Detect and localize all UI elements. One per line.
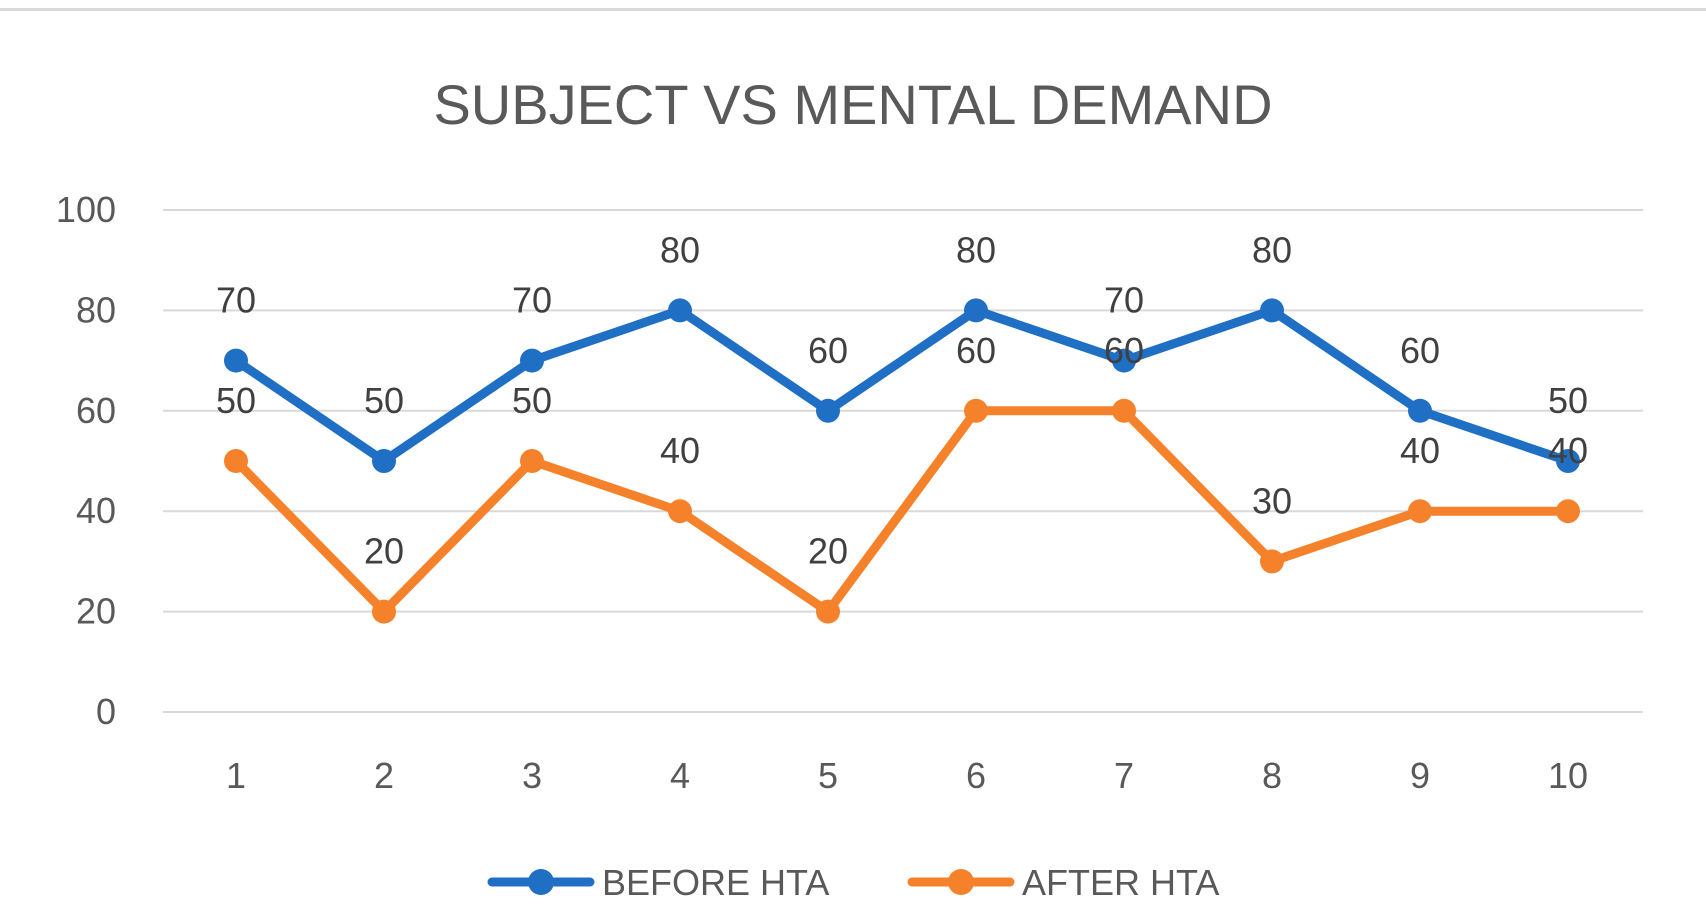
data-point [520, 449, 544, 473]
x-tick-label: 6 [966, 755, 986, 796]
data-point [1260, 549, 1284, 574]
data-label: 50 [512, 380, 552, 421]
data-label: 60 [1400, 330, 1440, 371]
data-point [964, 398, 988, 423]
data-point [1260, 298, 1284, 323]
data-label: 60 [956, 330, 996, 371]
data-labels: 70 50 70 80 60 80 70 80 60 50 50 20 50 40 20 60 60 30 40 40 [216, 229, 1588, 571]
legend-swatch-marker [528, 869, 554, 895]
legend: BEFORE HTA AFTER HTA [487, 862, 1219, 903]
data-label: 50 [364, 380, 404, 421]
x-tick-label: 3 [522, 755, 542, 796]
data-point [1408, 398, 1432, 423]
legend-label: AFTER HTA [1022, 862, 1219, 903]
x-axis-ticks: 1 2 3 4 5 6 7 8 9 10 [226, 755, 1588, 796]
y-tick-label: 60 [76, 390, 116, 431]
legend-swatch-marker [948, 869, 974, 895]
x-tick-label: 5 [818, 755, 838, 796]
data-label: 40 [660, 430, 700, 471]
legend-item-before-hta: BEFORE HTA [487, 862, 829, 903]
data-label: 50 [1548, 380, 1588, 421]
y-tick-label: 100 [56, 189, 116, 230]
x-tick-label: 8 [1262, 755, 1282, 796]
data-point [668, 298, 692, 323]
x-tick-label: 4 [670, 755, 690, 796]
x-tick-label: 2 [374, 755, 394, 796]
x-tick-label: 7 [1114, 755, 1134, 796]
data-label: 70 [512, 280, 552, 321]
data-point [1556, 449, 1580, 473]
x-tick-label: 9 [1410, 755, 1430, 796]
data-label: 80 [660, 229, 700, 270]
series-after-hta [224, 398, 1580, 624]
data-label: 60 [1104, 330, 1144, 371]
data-point [964, 298, 988, 323]
series-line [231, 406, 1573, 617]
legend-label: BEFORE HTA [602, 862, 829, 903]
data-point [816, 599, 840, 624]
y-tick-label: 0 [96, 691, 116, 732]
series-before-hta [224, 298, 1580, 473]
series-lines [224, 298, 1580, 624]
data-point [1556, 499, 1580, 524]
data-label: 20 [364, 531, 404, 572]
legend-item-after-hta: AFTER HTA [907, 862, 1219, 903]
data-point [1408, 499, 1432, 524]
data-label: 40 [1400, 430, 1440, 471]
y-tick-label: 40 [76, 490, 116, 531]
data-point [372, 449, 396, 473]
data-point [224, 348, 248, 373]
data-point [372, 599, 396, 624]
series-line [231, 305, 1573, 466]
data-point [224, 449, 248, 473]
data-label: 20 [808, 531, 848, 572]
data-label: 30 [1252, 480, 1292, 521]
x-tick-label: 1 [226, 755, 246, 796]
data-point [1112, 348, 1136, 373]
data-label: 70 [1104, 280, 1144, 321]
data-point [668, 499, 692, 524]
data-point [520, 348, 544, 373]
chart-title: SUBJECT VS MENTAL DEMAND [433, 73, 1272, 136]
data-point [816, 398, 840, 423]
y-tick-label: 20 [76, 591, 116, 632]
x-tick-label: 10 [1548, 755, 1588, 796]
data-label: 50 [216, 380, 256, 421]
top-divider [0, 8, 1706, 11]
data-label: 80 [956, 229, 996, 270]
y-tick-label: 80 [76, 289, 116, 330]
data-label: 40 [1548, 430, 1588, 471]
data-label: 80 [1252, 229, 1292, 270]
data-label: 60 [808, 330, 848, 371]
data-label: 70 [216, 280, 256, 321]
y-axis-ticks: 0 20 40 60 80 100 [56, 189, 116, 732]
data-point [1112, 398, 1136, 423]
